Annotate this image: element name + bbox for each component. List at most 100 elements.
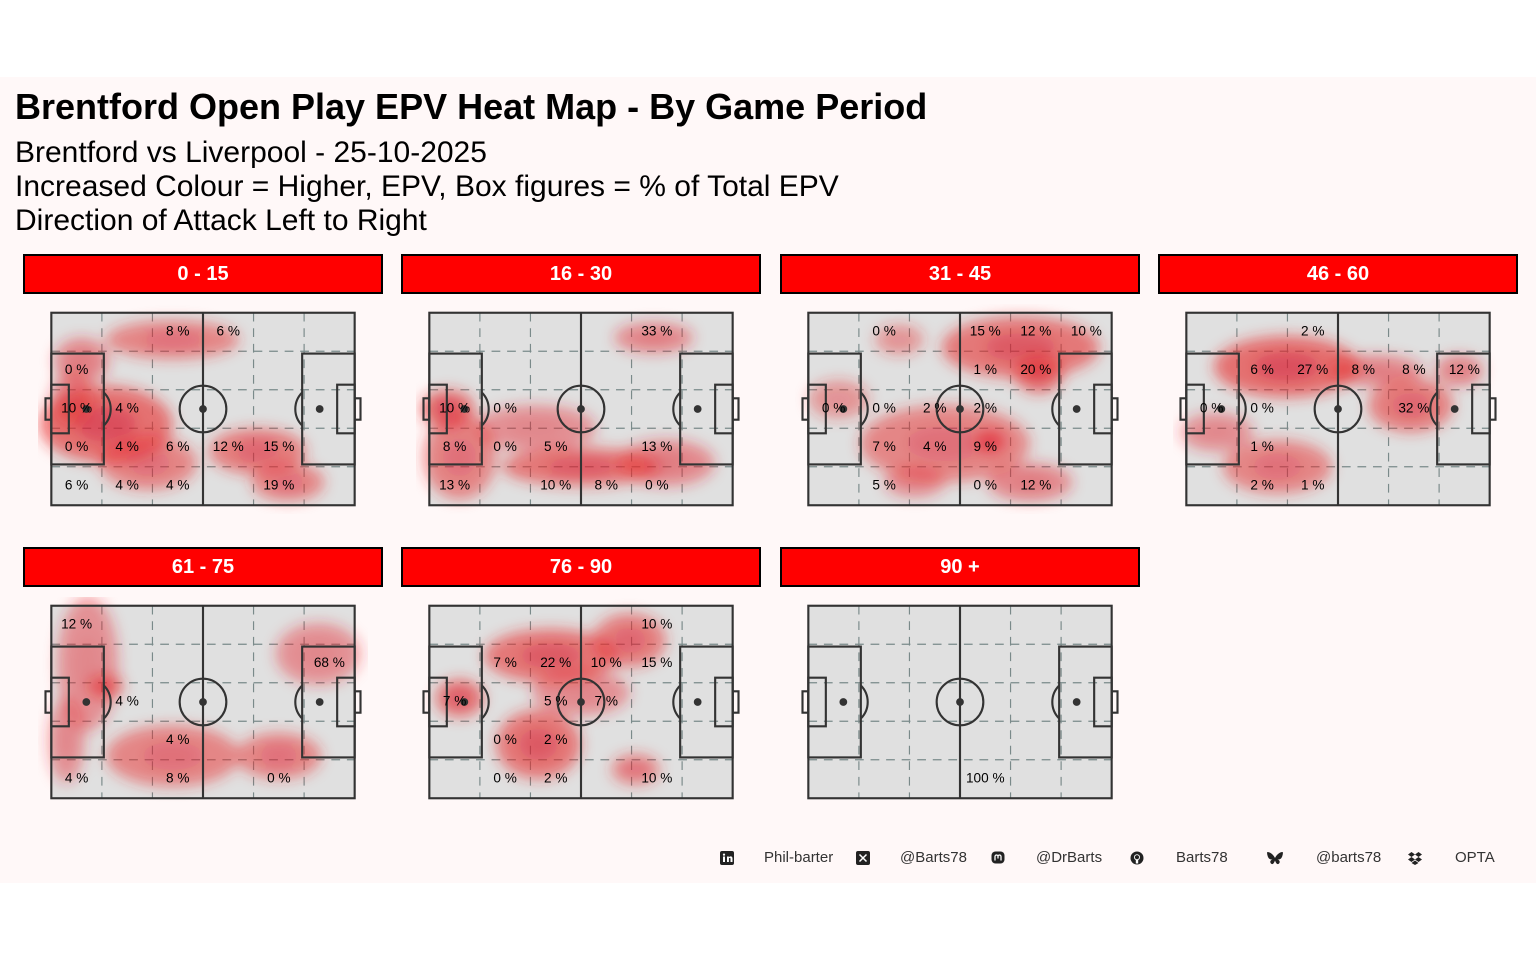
right-penalty-arc [294,684,303,720]
left-penalty-arc [860,684,869,720]
right-penalty-arc [294,391,303,427]
cell-label: 6 % [65,478,88,493]
left-penalty-spot [1217,405,1226,413]
cell-label: 6 % [1250,362,1273,377]
centre-spot [577,405,585,413]
right-goal [1110,397,1119,421]
cell-label: 4 % [115,478,138,493]
cell-label: 22 % [540,655,571,670]
cell-label: 0 % [1200,401,1223,416]
heat-layer [48,597,361,787]
panel-strip-0: 0 - 15 [23,254,383,294]
cell-label: 5 % [872,478,895,493]
cell-label: 0 % [65,439,88,454]
panel-strip-4: 61 - 75 [23,547,383,587]
cell-label: 0 % [645,478,668,493]
heat-core-0 [1253,352,1320,381]
pitch-panel-0: 8 % 6 % 0 % 10 % 4 % 0 % 4 % 6 % 12 % 15 % 6 % 4 % 4… [39,311,362,507]
cell-label: 15 % [970,324,1001,339]
cell-label: 8 % [166,771,189,786]
cell-label: 7 % [872,439,895,454]
heat-core-5 [271,473,305,491]
right-penalty-arc [1051,684,1060,720]
linkedin-icon [720,851,734,865]
cell-label: 8 % [166,324,189,339]
pitch-panel-2: 0 % 15 % 12 % 10 % 1 % 20 % 0 % 0 % 2 % 2 % 7 % 4 %… [801,311,1119,507]
cell-label: 2 % [544,732,567,747]
centre-circle [935,384,985,434]
cell-label: 10 % [641,771,672,786]
cell-label: 2 % [1250,478,1273,493]
cell-label: 20 % [1020,362,1051,377]
heat-core-0 [636,330,672,345]
centre-spot [199,405,207,413]
cell-label: 0 % [872,324,895,339]
cell-label: 0 % [493,401,516,416]
centre-circle [178,677,228,727]
cell-label: 7 % [595,694,618,709]
heat-core-5 [644,452,688,474]
panel-strip-1: 16 - 30 [401,254,761,294]
heat-core-1 [69,350,94,372]
centre-spot [1334,405,1342,413]
cell-label: 4 % [166,478,189,493]
right-penalty-spot [1072,405,1081,413]
cell-label: 0 % [267,771,290,786]
pitch-panel-1: 33 % 10 % 0 % 8 % 0 % 5 % 13 % 13 % 10 % 8 % 0 % [420,311,740,507]
heat-core-0 [520,643,581,668]
cell-label: 8 % [595,478,618,493]
heat-core-3 [1448,363,1471,378]
cell-label: 0 % [974,478,997,493]
pitch-markings [1179,311,1497,507]
cell-label: 4 % [166,732,189,747]
cell-label: 10 % [540,478,571,493]
heat-core-3 [519,728,558,760]
cell-label: 100 % [966,771,1005,786]
cell-label: 8 % [1352,362,1375,377]
heat-core-7 [900,475,929,490]
cell-label: 2 % [974,401,997,416]
right-penalty-spot [693,405,702,413]
footer-github-text: Barts78 [1176,849,1228,866]
heat-core-5 [58,721,75,760]
panel-strip-6: 90 + [780,547,1140,587]
cell-label: 8 % [1402,362,1425,377]
cell-label: 4 % [923,439,946,454]
heat-core-0 [142,331,203,349]
cell-label: 32 % [1398,401,1429,416]
centre-spot [577,698,585,706]
heat-core-4 [1200,423,1234,441]
cell-label: 4 % [65,771,88,786]
centre-spot [956,698,964,706]
cell-label: 1 % [974,362,997,377]
centre-circle [178,384,228,434]
cell-label: 4 % [115,401,138,416]
panel-strip-5: 76 - 90 [401,547,761,587]
left-goal [44,397,53,421]
right-penalty-spot [1072,698,1081,706]
left-penalty-spot [460,698,469,706]
cell-label: 7 % [443,694,466,709]
footer-bluesky-text: @barts78 [1316,849,1382,866]
heat-core-4 [906,426,984,461]
left-penalty-arc [103,391,112,427]
chart-subtitle-line-2: Increased Colour = Higher, EPV, Box figu… [15,170,839,203]
cell-label: 0 % [493,439,516,454]
left-penalty-arc [103,684,112,720]
cell-label: 0 % [493,732,516,747]
centre-circle [556,677,606,727]
right-goal [353,690,362,714]
footer-x-text: @Barts78 [900,849,967,866]
heat-layer [420,322,715,500]
cell-label: 27 % [1297,362,1328,377]
left-penalty-spot [839,405,848,413]
pitch-panel-5: 10 % 7 % 22 % 10 % 15 % 7 % 5 % 7 % 0 % 2 % 0 % 2 %… [422,604,740,800]
panel-strip-3: 46 - 60 [1158,254,1518,294]
centre-circle [556,384,606,434]
cell-label: 15 % [641,655,672,670]
heat-core-3 [508,417,563,439]
cell-label: 0 % [493,771,516,786]
cell-label: 6 % [217,324,240,339]
heat-core-0 [985,333,1057,362]
heat-core-1 [613,628,646,653]
